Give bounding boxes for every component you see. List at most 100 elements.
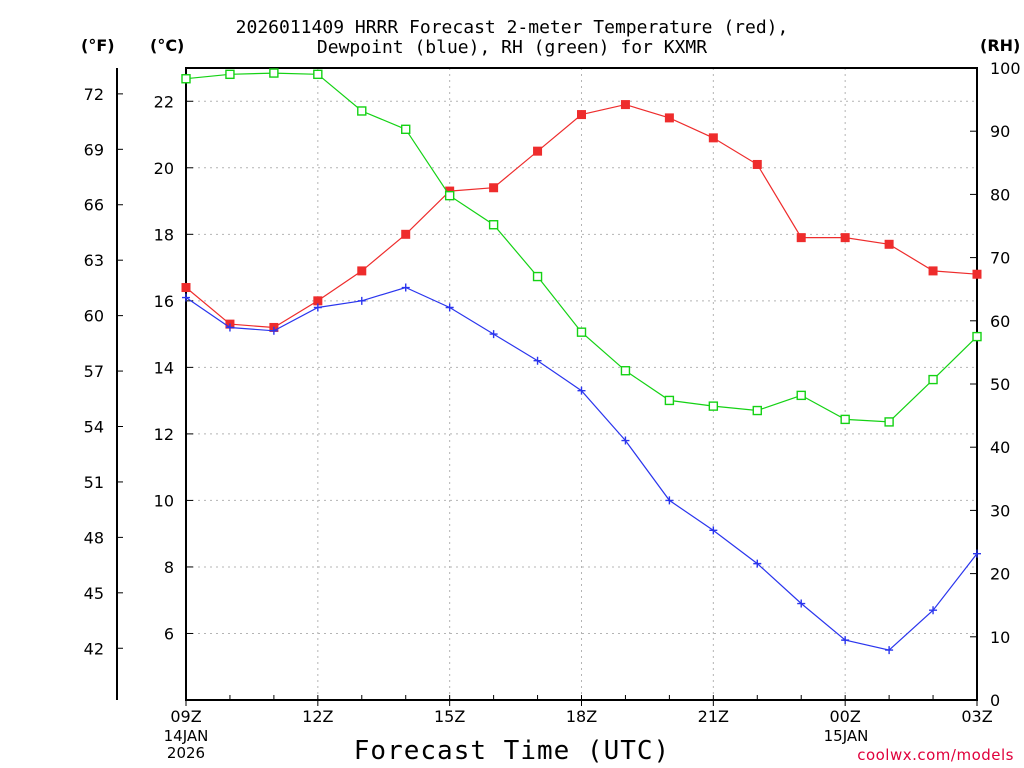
- temperature-marker: [840, 233, 850, 243]
- temperature-marker: [577, 110, 586, 120]
- rh-marker: [620, 366, 631, 376]
- rh-tick-label: 70: [990, 249, 1010, 268]
- temperature-marker: [664, 113, 674, 123]
- rh-tick-label: 100: [990, 59, 1021, 78]
- fahrenheit-tick-label: 54: [84, 418, 104, 437]
- chart-title-line-1: 2026011409 HRRR Forecast 2-meter Tempera…: [235, 17, 789, 38]
- rh-marker: [796, 390, 806, 401]
- rh-marker: [269, 68, 279, 78]
- source-credit-link[interactable]: coolwx.com/models: [857, 746, 1014, 764]
- fahrenheit-tick-label: 57: [84, 362, 104, 381]
- dewpoint-marker: [797, 599, 806, 608]
- dewpoint-marker: [445, 303, 454, 312]
- rh-marker: [664, 395, 675, 406]
- temperature-marker: [752, 159, 762, 169]
- fahrenheit-tick-label: 51: [84, 473, 104, 492]
- rh-marker: [357, 106, 367, 116]
- celsius-tick-label: 18: [154, 225, 174, 244]
- dewpoint-marker: [753, 559, 762, 568]
- rh-tick-label: 30: [990, 501, 1010, 520]
- x-tick-label: 15Z: [434, 707, 465, 726]
- start-date-day: 14JAN: [163, 727, 209, 745]
- rh-tick-label: 60: [990, 312, 1010, 331]
- temperature-marker: [708, 133, 718, 143]
- rh-tick-label: 40: [990, 438, 1010, 457]
- celsius-tick-label: 6: [164, 624, 174, 643]
- fahrenheit-tick-label: 66: [84, 196, 104, 215]
- celsius-tick-label: 22: [154, 92, 174, 111]
- start-date-label: 14JAN 2026: [150, 728, 222, 762]
- rh-marker: [576, 327, 587, 337]
- rh-marker: [488, 220, 499, 230]
- temperature-marker: [620, 100, 630, 110]
- dewpoint-marker: [182, 293, 190, 302]
- dewpoint-marker: [357, 296, 366, 305]
- dewpoint-marker: [313, 303, 322, 312]
- rh-marker: [401, 124, 411, 135]
- temperature-marker: [181, 283, 191, 293]
- rh-marker: [313, 69, 323, 80]
- dewpoint-marker: [621, 436, 630, 445]
- rh-marker: [181, 74, 191, 84]
- fahrenheit-tick-label: 72: [84, 85, 104, 104]
- dewpoint-line: [185, 286, 978, 651]
- start-date-year: 2026: [166, 744, 206, 762]
- rh-tick-label: 10: [990, 628, 1010, 647]
- fahrenheit-tick-label: 63: [84, 251, 104, 270]
- temperature-marker: [928, 266, 938, 276]
- celsius-tick-label: 14: [154, 358, 174, 377]
- fahrenheit-tick-label: 69: [84, 140, 104, 159]
- celsius-unit-label: (°C): [150, 36, 185, 55]
- x-tick-label: 09Z: [170, 707, 201, 726]
- next-date-label: 15JAN: [808, 728, 884, 745]
- fahrenheit-tick-label: 42: [84, 639, 104, 658]
- fahrenheit-unit-label: (°F): [81, 36, 115, 55]
- celsius-tick-label: 20: [154, 159, 174, 178]
- next-date-day: 15JAN: [823, 727, 869, 745]
- x-tick-label: 00Z: [830, 707, 861, 726]
- temperature-marker: [796, 233, 806, 243]
- dewpoint-marker: [885, 646, 894, 655]
- rh-marker: [752, 405, 762, 416]
- temperature-line: [185, 103, 978, 329]
- dewpoint-marker: [841, 636, 850, 645]
- celsius-tick-label: 12: [154, 425, 174, 444]
- chart-title-line-2: Dewpoint (blue), RH (green) for KXMR: [316, 37, 708, 58]
- rh-marker: [532, 271, 543, 282]
- x-tick-label: 12Z: [302, 707, 333, 726]
- dewpoint-marker: [269, 326, 278, 335]
- rh-tick-label: 0: [990, 691, 1000, 710]
- rh-tick-label: 80: [990, 185, 1010, 204]
- celsius-tick-label: 10: [154, 491, 174, 510]
- dewpoint-marker: [225, 323, 234, 332]
- dewpoint-marker: [665, 496, 674, 505]
- rh-tick-label: 50: [990, 375, 1010, 394]
- fahrenheit-tick-label: 48: [84, 528, 104, 547]
- dewpoint-marker: [533, 356, 542, 365]
- temperature-marker: [357, 266, 367, 276]
- plot-frame: [185, 67, 978, 701]
- rh-marker: [972, 331, 982, 342]
- rh-marker: [884, 417, 894, 427]
- rh-marker: [708, 401, 719, 411]
- celsius-tick-label: 16: [154, 292, 174, 311]
- fahrenheit-tick-label: 45: [84, 584, 104, 603]
- dewpoint-marker: [577, 386, 586, 395]
- rh-marker: [928, 374, 938, 385]
- x-tick-label: 21Z: [698, 707, 729, 726]
- x-axis-title: Forecast Time (UTC): [353, 736, 671, 766]
- dewpoint-marker: [929, 606, 938, 615]
- temperature-marker: [884, 239, 894, 249]
- rh-unit-label: (RH): [980, 36, 1021, 55]
- rh-marker: [444, 190, 455, 201]
- dewpoint-marker: [973, 549, 981, 558]
- x-tick-label: 18Z: [566, 707, 597, 726]
- fahrenheit-tick-label: 60: [84, 307, 104, 326]
- dewpoint-marker: [709, 526, 718, 535]
- temperature-marker: [533, 146, 543, 156]
- temperature-marker: [972, 269, 982, 279]
- rh-tick-label: 90: [990, 122, 1010, 141]
- rh-marker: [840, 414, 850, 425]
- rh-marker: [225, 69, 235, 80]
